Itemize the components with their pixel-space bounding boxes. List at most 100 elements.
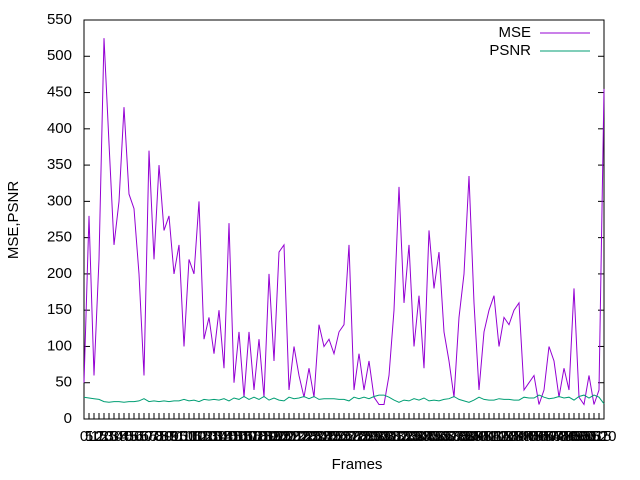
- y-tick-label: 350: [47, 156, 72, 173]
- y-tick-label: 100: [47, 337, 72, 354]
- x-tick-label: 45: [121, 428, 138, 445]
- x-tick-label: 365: [436, 428, 461, 445]
- x-tick-label: 10: [86, 428, 103, 445]
- x-tick-label: 220: [291, 428, 316, 445]
- x-tick-label: 485: [556, 428, 581, 445]
- x-tick-label: 150: [221, 428, 246, 445]
- y-tick-label: 550: [47, 11, 72, 28]
- x-tick-label: 405: [476, 428, 501, 445]
- x-tick-label: 500: [571, 428, 596, 445]
- x-tick-label: 265: [336, 428, 361, 445]
- x-tick-label: 255: [326, 428, 351, 445]
- x-tick-label: 325: [396, 428, 421, 445]
- y-tick-label: 500: [47, 47, 72, 64]
- x-tick-label: 130: [201, 428, 226, 445]
- x-tick-label: 515: [586, 428, 611, 445]
- x-tick-label: 115: [187, 428, 211, 445]
- x-tick-label: 370: [441, 428, 466, 445]
- y-tick-label: 400: [47, 120, 72, 137]
- x-tick-label: 340: [411, 428, 436, 445]
- x-tick-label: 310: [381, 428, 406, 445]
- plot-border: [83, 19, 605, 420]
- y-tick-label: 0: [64, 410, 72, 427]
- x-tick-label: 420: [491, 428, 516, 445]
- x-tick-label: 505: [576, 428, 601, 445]
- x-tick-label: 415: [486, 428, 511, 445]
- x-tick-label: 410: [481, 428, 506, 445]
- x-tick-label: 295: [366, 428, 391, 445]
- x-tick-label: 75: [151, 428, 168, 445]
- x-tick-label: 290: [361, 428, 386, 445]
- x-tick-label: 470: [541, 428, 566, 445]
- x-tick-label: 275: [346, 428, 371, 445]
- x-tick-label: 315: [386, 428, 411, 445]
- x-tick-label: 105: [176, 428, 201, 445]
- x-tick-label: 510: [581, 428, 606, 445]
- x-tick-label: 35: [111, 428, 128, 445]
- x-tick-label: 390: [461, 428, 486, 445]
- x-tick-label: 135: [206, 428, 231, 445]
- series-line: [83, 394, 605, 405]
- x-tick-label: 450: [521, 428, 546, 445]
- x-tick-label: 245: [316, 428, 341, 445]
- x-tick-label: 175: [246, 428, 271, 445]
- x-tick-label: 475: [546, 428, 571, 445]
- x-tick-label: 40: [116, 428, 133, 445]
- y-tick-label: 250: [47, 229, 72, 246]
- y-tick-label: 450: [47, 84, 72, 101]
- x-tick-label: 185: [256, 428, 281, 445]
- x-tick-label: 60: [136, 428, 153, 445]
- x-tick-label: 215: [286, 428, 311, 445]
- x-tick-label: 0: [80, 428, 88, 445]
- x-tick-label: 20: [96, 428, 113, 445]
- x-tick-label: 50: [126, 428, 143, 445]
- x-tick-label: 225: [296, 428, 321, 445]
- x-tick-label: 90: [166, 428, 183, 445]
- x-tick-label: 495: [566, 428, 591, 445]
- x-tick-label: 360: [431, 428, 456, 445]
- x-tick-label: 345: [416, 428, 441, 445]
- x-tick-label: 190: [261, 428, 286, 445]
- x-tick-label: 85: [161, 428, 178, 445]
- x-tick-label: 380: [451, 428, 476, 445]
- x-tick-label: 465: [536, 428, 561, 445]
- x-tick-label: 520: [591, 428, 616, 445]
- x-tick-label: 65: [141, 428, 158, 445]
- x-tick-label: 205: [276, 428, 301, 445]
- x-tick-label: 455: [526, 428, 551, 445]
- x-tick-label: 385: [456, 428, 481, 445]
- x-tick-label: 480: [551, 428, 576, 445]
- x-tick-label: 280: [351, 428, 376, 445]
- x-tick-label: 230: [301, 428, 326, 445]
- x-tick-label: 330: [401, 428, 426, 445]
- x-tick-label: 400: [471, 428, 496, 445]
- x-tick-label: 160: [231, 428, 256, 445]
- x-tick-label: 425: [496, 428, 521, 445]
- x-tick-label: 260: [331, 428, 356, 445]
- x-axis-label: Frames: [332, 456, 383, 473]
- legend-label: PSNR: [489, 42, 531, 59]
- x-tick-label: 125: [196, 428, 221, 445]
- x-tick-label: 235: [306, 428, 331, 445]
- x-tick-label: 95: [171, 428, 188, 445]
- series-line: [83, 38, 605, 406]
- x-tick-label: 300: [371, 428, 396, 445]
- x-tick-label: 70: [146, 428, 163, 445]
- y-tick-label: 200: [47, 265, 72, 282]
- x-tick-label: 110: [182, 428, 206, 445]
- x-tick-label: 25: [101, 428, 118, 445]
- x-tick-label: 445: [516, 428, 541, 445]
- y-axis-label: MSE,PSNR: [5, 181, 22, 260]
- x-tick-label: 155: [226, 428, 251, 445]
- x-tick-label: 490: [561, 428, 586, 445]
- x-tick-label: 210: [281, 428, 306, 445]
- x-tick-label: 430: [501, 428, 526, 445]
- x-tick-label: 80: [156, 428, 173, 445]
- x-tick-label: 240: [311, 428, 336, 445]
- x-tick-label: 440: [511, 428, 536, 445]
- x-tick-label: 460: [531, 428, 556, 445]
- x-tick-label: 100: [171, 428, 196, 445]
- x-tick-label: 270: [341, 428, 366, 445]
- x-tick-label: 285: [356, 428, 381, 445]
